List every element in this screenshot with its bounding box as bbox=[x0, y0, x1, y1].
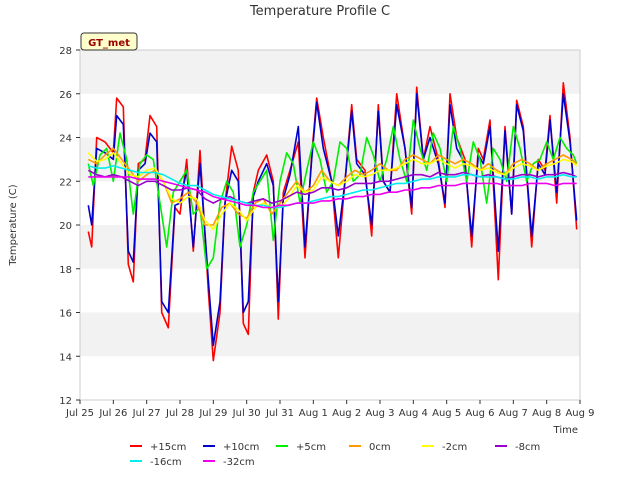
legend-item: +10cm bbox=[203, 442, 259, 453]
x-tick-label: Aug 9 bbox=[565, 408, 594, 419]
legend-label: -16cm bbox=[150, 457, 182, 468]
series-line-5cm bbox=[87, 119, 578, 270]
y-tick-label: 12 bbox=[59, 396, 72, 407]
legend-label: +15cm bbox=[150, 442, 186, 453]
series-line-10cm bbox=[87, 93, 578, 347]
x-tick-label: Aug 4 bbox=[399, 408, 428, 419]
legend-item: -16cm bbox=[130, 457, 182, 468]
grid-band bbox=[80, 312, 580, 357]
x-tick-label: Aug 7 bbox=[499, 408, 528, 419]
x-tick-label: Jul 27 bbox=[132, 408, 161, 419]
x-tick-label: Aug 6 bbox=[465, 408, 494, 419]
x-tick-label: Aug 2 bbox=[332, 408, 361, 419]
station-badge: GT_met bbox=[80, 32, 138, 51]
grid-band bbox=[80, 356, 580, 400]
grid-band bbox=[80, 93, 580, 138]
x-tick-label: Jul 25 bbox=[65, 408, 94, 419]
y-axis-ticks: 12 14 16 18 20 22 24 26 28 bbox=[59, 46, 80, 407]
grid-bands bbox=[80, 50, 580, 400]
legend-label: +10cm bbox=[223, 442, 259, 453]
y-tick-label: 24 bbox=[59, 134, 72, 145]
legend-label: -2cm bbox=[442, 442, 467, 453]
legend-label: +5cm bbox=[296, 442, 326, 453]
legend-item: +5cm bbox=[276, 442, 326, 453]
station-badge-label: GT_met bbox=[88, 38, 130, 49]
grid-band bbox=[80, 268, 580, 313]
x-tick-label: Jul 30 bbox=[232, 408, 261, 419]
x-tick-label: Jul 29 bbox=[198, 408, 227, 419]
y-tick-label: 14 bbox=[59, 352, 72, 363]
legend-label: -32cm bbox=[223, 457, 255, 468]
legend-label: -8cm bbox=[515, 442, 540, 453]
legend-item: -8cm bbox=[495, 442, 540, 453]
y-tick-label: 20 bbox=[59, 221, 72, 232]
station-badge-box bbox=[80, 32, 138, 51]
legend-item: +15cm bbox=[130, 442, 186, 453]
x-tick-label: Aug 8 bbox=[532, 408, 561, 419]
legend-item: 0cm bbox=[349, 442, 391, 453]
y-tick-label: 16 bbox=[59, 309, 72, 320]
legend-item: -2cm bbox=[422, 442, 467, 453]
chart-title: Temperature Profile C bbox=[249, 4, 390, 19]
y-tick-label: 28 bbox=[59, 46, 72, 57]
y-tick-label: 22 bbox=[59, 177, 72, 188]
grid-band bbox=[80, 225, 580, 269]
legend-label: 0cm bbox=[369, 442, 391, 453]
legend-item: -32cm bbox=[203, 457, 255, 468]
y-axis-label: Temperature (C) bbox=[8, 184, 19, 266]
series-lines bbox=[87, 82, 578, 362]
series-line-32cm bbox=[88, 176, 577, 209]
x-axis-ticks: Jul 25 Jul 26 Jul 27 Jul 28 Jul 29 Jul 30 Jul … bbox=[65, 400, 595, 419]
grid-band bbox=[80, 50, 580, 94]
series-line-16cm bbox=[88, 165, 577, 209]
series-line-2cm bbox=[87, 152, 578, 231]
x-tick-label: Jul 26 bbox=[98, 408, 127, 419]
x-axis-label: Time bbox=[553, 425, 578, 436]
x-tick-label: Aug 1 bbox=[299, 408, 328, 419]
y-tick-label: 26 bbox=[59, 90, 72, 101]
x-tick-label: Jul 31 bbox=[265, 408, 294, 419]
y-tick-label: 18 bbox=[59, 265, 72, 276]
legend: +15cm +10cm +5cm 0cm -2cm -8cm -16cm -32cm bbox=[130, 442, 540, 468]
x-tick-label: Jul 28 bbox=[165, 408, 194, 419]
x-tick-label: Aug 3 bbox=[365, 408, 394, 419]
x-tick-label: Aug 5 bbox=[432, 408, 461, 419]
